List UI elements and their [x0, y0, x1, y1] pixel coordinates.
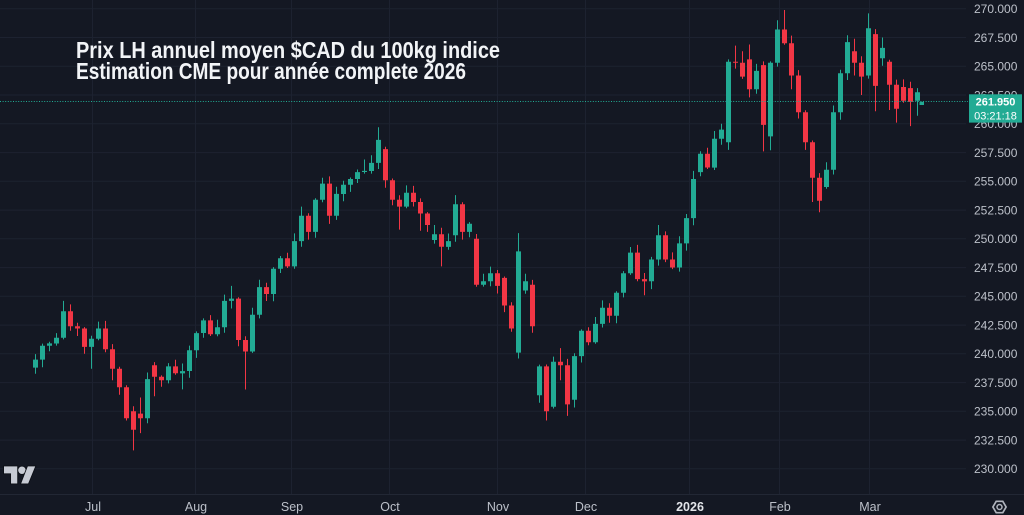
- svg-text:03:21:18: 03:21:18: [974, 110, 1017, 122]
- svg-text:Prix LH annuel moyen $CAD du 1: Prix LH annuel moyen $CAD du 100kg indic…: [76, 37, 500, 63]
- svg-text:265.000: 265.000: [974, 60, 1018, 74]
- svg-text:250.000: 250.000: [974, 232, 1018, 246]
- svg-text:Feb: Feb: [769, 500, 791, 514]
- svg-text:242.500: 242.500: [974, 318, 1018, 332]
- svg-text:267.500: 267.500: [974, 31, 1018, 45]
- svg-text:Dec: Dec: [575, 500, 597, 514]
- svg-text:247.500: 247.500: [974, 261, 1018, 275]
- svg-text:257.500: 257.500: [974, 146, 1018, 160]
- svg-text:232.500: 232.500: [974, 433, 1018, 447]
- svg-text:235.000: 235.000: [974, 405, 1018, 419]
- svg-text:237.500: 237.500: [974, 376, 1018, 390]
- svg-text:Jul: Jul: [85, 500, 101, 514]
- svg-text:Nov: Nov: [487, 500, 510, 514]
- svg-text:270.000: 270.000: [974, 2, 1018, 16]
- svg-text:252.500: 252.500: [974, 203, 1018, 217]
- svg-text:2026: 2026: [676, 500, 704, 514]
- svg-text:240.000: 240.000: [974, 347, 1018, 361]
- svg-text:Sep: Sep: [281, 500, 303, 514]
- svg-text:255.000: 255.000: [974, 175, 1018, 189]
- svg-text:261.950: 261.950: [976, 97, 1016, 109]
- svg-text:Oct: Oct: [380, 500, 400, 514]
- svg-text:Mar: Mar: [859, 500, 881, 514]
- svg-text:245.000: 245.000: [974, 290, 1018, 304]
- svg-text:Estimation CME pour année comp: Estimation CME pour année complete 2026: [76, 58, 466, 84]
- svg-text:230.000: 230.000: [974, 462, 1018, 476]
- svg-text:Aug: Aug: [185, 500, 207, 514]
